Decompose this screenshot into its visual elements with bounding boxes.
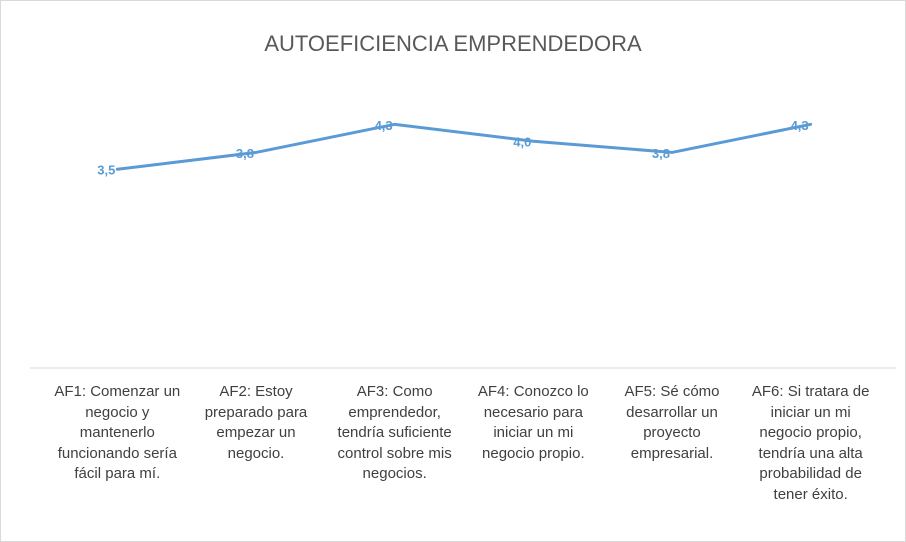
x-tick-label: AF1: Comenzar un negocio y mantenerlo fu…	[54, 383, 181, 482]
data-label: 3,8	[652, 146, 670, 161]
data-label: 4,3	[375, 118, 393, 133]
data-line	[115, 122, 813, 171]
x-tick-label: AF2: Estoy preparado para empezar un neg…	[204, 383, 308, 462]
x-tick-label: AF6: Si tratara de iniciar un mi negocio…	[751, 383, 870, 503]
x-tick-label: AF3: Como emprendedor, tendría suficient…	[337, 383, 452, 482]
data-label: 4,0	[513, 135, 531, 150]
x-tick-label: AF5: Sé cómo desarrollar un proyecto emp…	[624, 383, 720, 462]
data-label: 4,3	[791, 118, 809, 133]
data-label: 3,8	[236, 146, 254, 161]
data-label: 3,5	[97, 163, 115, 178]
chart-title: AUTOEFICIENCIA EMPRENDEDORA	[264, 31, 642, 56]
x-tick-label: AF4: Conozco lo necesario para iniciar u…	[477, 383, 589, 462]
